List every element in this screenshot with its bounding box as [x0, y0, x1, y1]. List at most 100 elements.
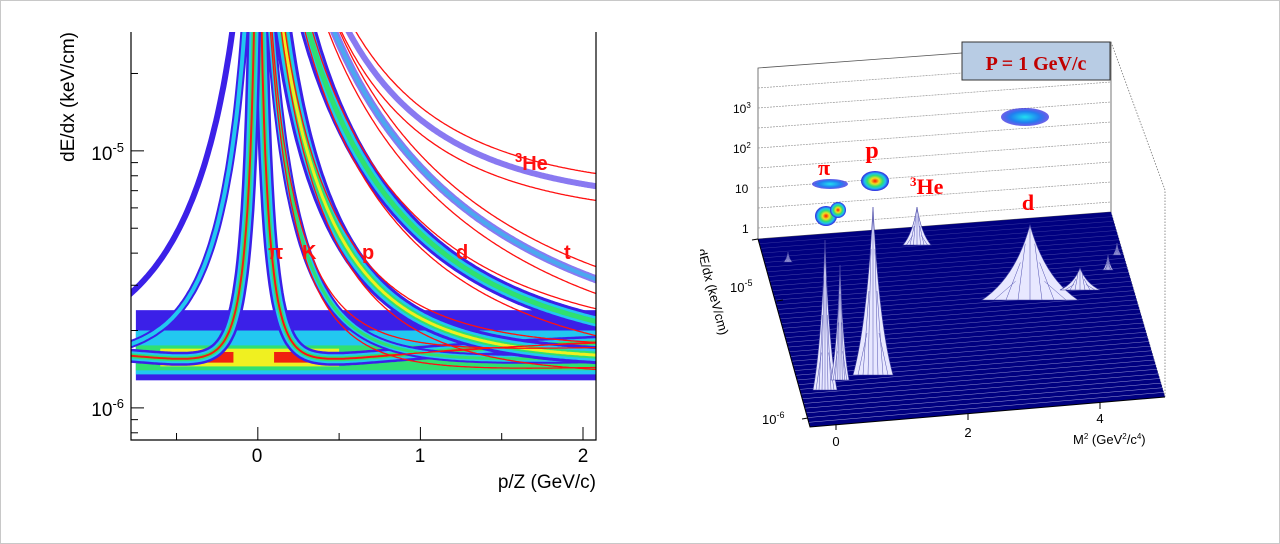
species-label-d: d [456, 242, 468, 264]
mesh-line [759, 216, 1113, 244]
projection-blob [830, 202, 846, 218]
mesh-line [799, 359, 1155, 390]
mesh-line [790, 327, 1145, 357]
band-π-neg [131, 32, 257, 362]
mesh-line [761, 225, 1116, 254]
curve-K [269, 32, 596, 369]
peak-d-tail-mesh [1074, 273, 1079, 291]
peak-small-mesh [785, 256, 788, 263]
band-He [345, 32, 596, 190]
z-tick-1e3: 103 [733, 101, 751, 116]
species-label-t: t [564, 242, 571, 264]
back-gridline [757, 81, 1112, 109]
back-gridline [757, 181, 1112, 209]
peak-pi-2-mesh [842, 351, 847, 381]
band-K-neg [131, 32, 247, 347]
axes-ticks [751, 238, 1101, 430]
momentum-box [961, 41, 1111, 81]
mesh-line [793, 336, 1148, 367]
peak-3he-mesh [913, 216, 916, 246]
y-tick [801, 417, 809, 420]
x-axis-label: M2 (GeV2/c4) [1073, 432, 1146, 447]
peak-pi-mesh [828, 352, 835, 391]
x-tick-2: 2 [964, 425, 971, 440]
mesh-line [791, 332, 1147, 362]
y-axis-label: dE/dx (keV/cm) [700, 247, 732, 337]
projected-2d-map [812, 108, 1049, 226]
y-tick-1e-6: 10-6 [762, 410, 784, 427]
peak-d-mesh [1017, 243, 1026, 301]
peak-small-mesh [1115, 245, 1117, 256]
curve-π [261, 32, 596, 360]
peak-3he-mesh [909, 225, 915, 246]
peak-d-tail-mesh [1085, 284, 1096, 291]
mesh-line [773, 267, 1128, 296]
curve-t [327, 32, 596, 295]
x-tick-0: 0 [832, 434, 839, 449]
peak-p-mesh [878, 332, 889, 376]
curve-K [271, 32, 596, 349]
z-tick-1e2: 102 [733, 141, 751, 156]
band-d [306, 32, 596, 324]
peak-small-mesh [1106, 258, 1108, 271]
peak-3he-mesh [918, 216, 921, 246]
peak-d-mesh [1044, 281, 1067, 301]
peak-small-mesh [1105, 262, 1108, 271]
band-K-neg [131, 32, 249, 349]
peak-label-p: p [865, 138, 878, 164]
z-tick-10: 10 [735, 182, 749, 196]
mesh-line [769, 253, 1124, 282]
momentum-box-text: P = 1 GeV/c [986, 53, 1087, 75]
y-axis-label: dE/dx (keV/cm) [58, 32, 79, 162]
x-tick-label-2: 2 [578, 446, 589, 467]
mesh-line [807, 387, 1163, 418]
band-p-neg [131, 32, 236, 298]
species-label-π: π [268, 242, 283, 264]
lego-peaks [783, 206, 1122, 391]
peak-small-mesh [1114, 248, 1117, 256]
histogram-bands [131, 32, 596, 381]
peak-d-mesh [1005, 262, 1021, 301]
mesh-line [785, 308, 1140, 338]
x-tick-4: 4 [1096, 411, 1103, 426]
y-tick-label-1e-5: 10-5 [91, 140, 124, 165]
mesh-line [808, 392, 1164, 423]
mesh-line [768, 248, 1122, 277]
y-tick [751, 238, 759, 241]
back-gridline [757, 121, 1112, 149]
mesh-line [804, 378, 1160, 409]
bethe-bloch-curves [261, 32, 596, 370]
peak-p-mesh [874, 248, 879, 376]
peak-pi-2-mesh [841, 322, 845, 381]
peak-3he-mesh [920, 235, 928, 246]
curve-d [304, 32, 596, 337]
band-π-neg [131, 32, 255, 360]
species-label-K: K [302, 242, 317, 264]
peak-d-tail-mesh [1069, 278, 1077, 291]
mesh-line [803, 373, 1159, 404]
peak-p-mesh [876, 290, 884, 376]
mesh-line [764, 234, 1118, 263]
peak-pi-2-mesh [835, 322, 839, 381]
peak-p-mesh [867, 248, 872, 376]
peak-d-tail-mesh [1081, 273, 1086, 291]
band-p [281, 32, 596, 357]
projection-blob [861, 171, 889, 191]
peak-small-mesh [1109, 266, 1112, 271]
axes [131, 72, 584, 440]
mesh-line [786, 313, 1141, 343]
mesh-line [798, 355, 1153, 385]
curve-t [339, 32, 596, 268]
band-t [332, 32, 596, 282]
dedx-vs-m2-3d-chart: P = 1 GeV/c π p 3He d 103 102 10 1 10-5 … [700, 41, 1166, 449]
peak-p-mesh [862, 290, 870, 376]
mesh-line [763, 230, 1117, 259]
peak-d-mesh [1039, 262, 1055, 301]
mesh-line [774, 271, 1129, 301]
peak-d-tail-mesh [1083, 278, 1091, 291]
mip-band-peak [274, 351, 315, 363]
back-gridline [757, 141, 1112, 169]
band-π-neg [131, 32, 259, 364]
